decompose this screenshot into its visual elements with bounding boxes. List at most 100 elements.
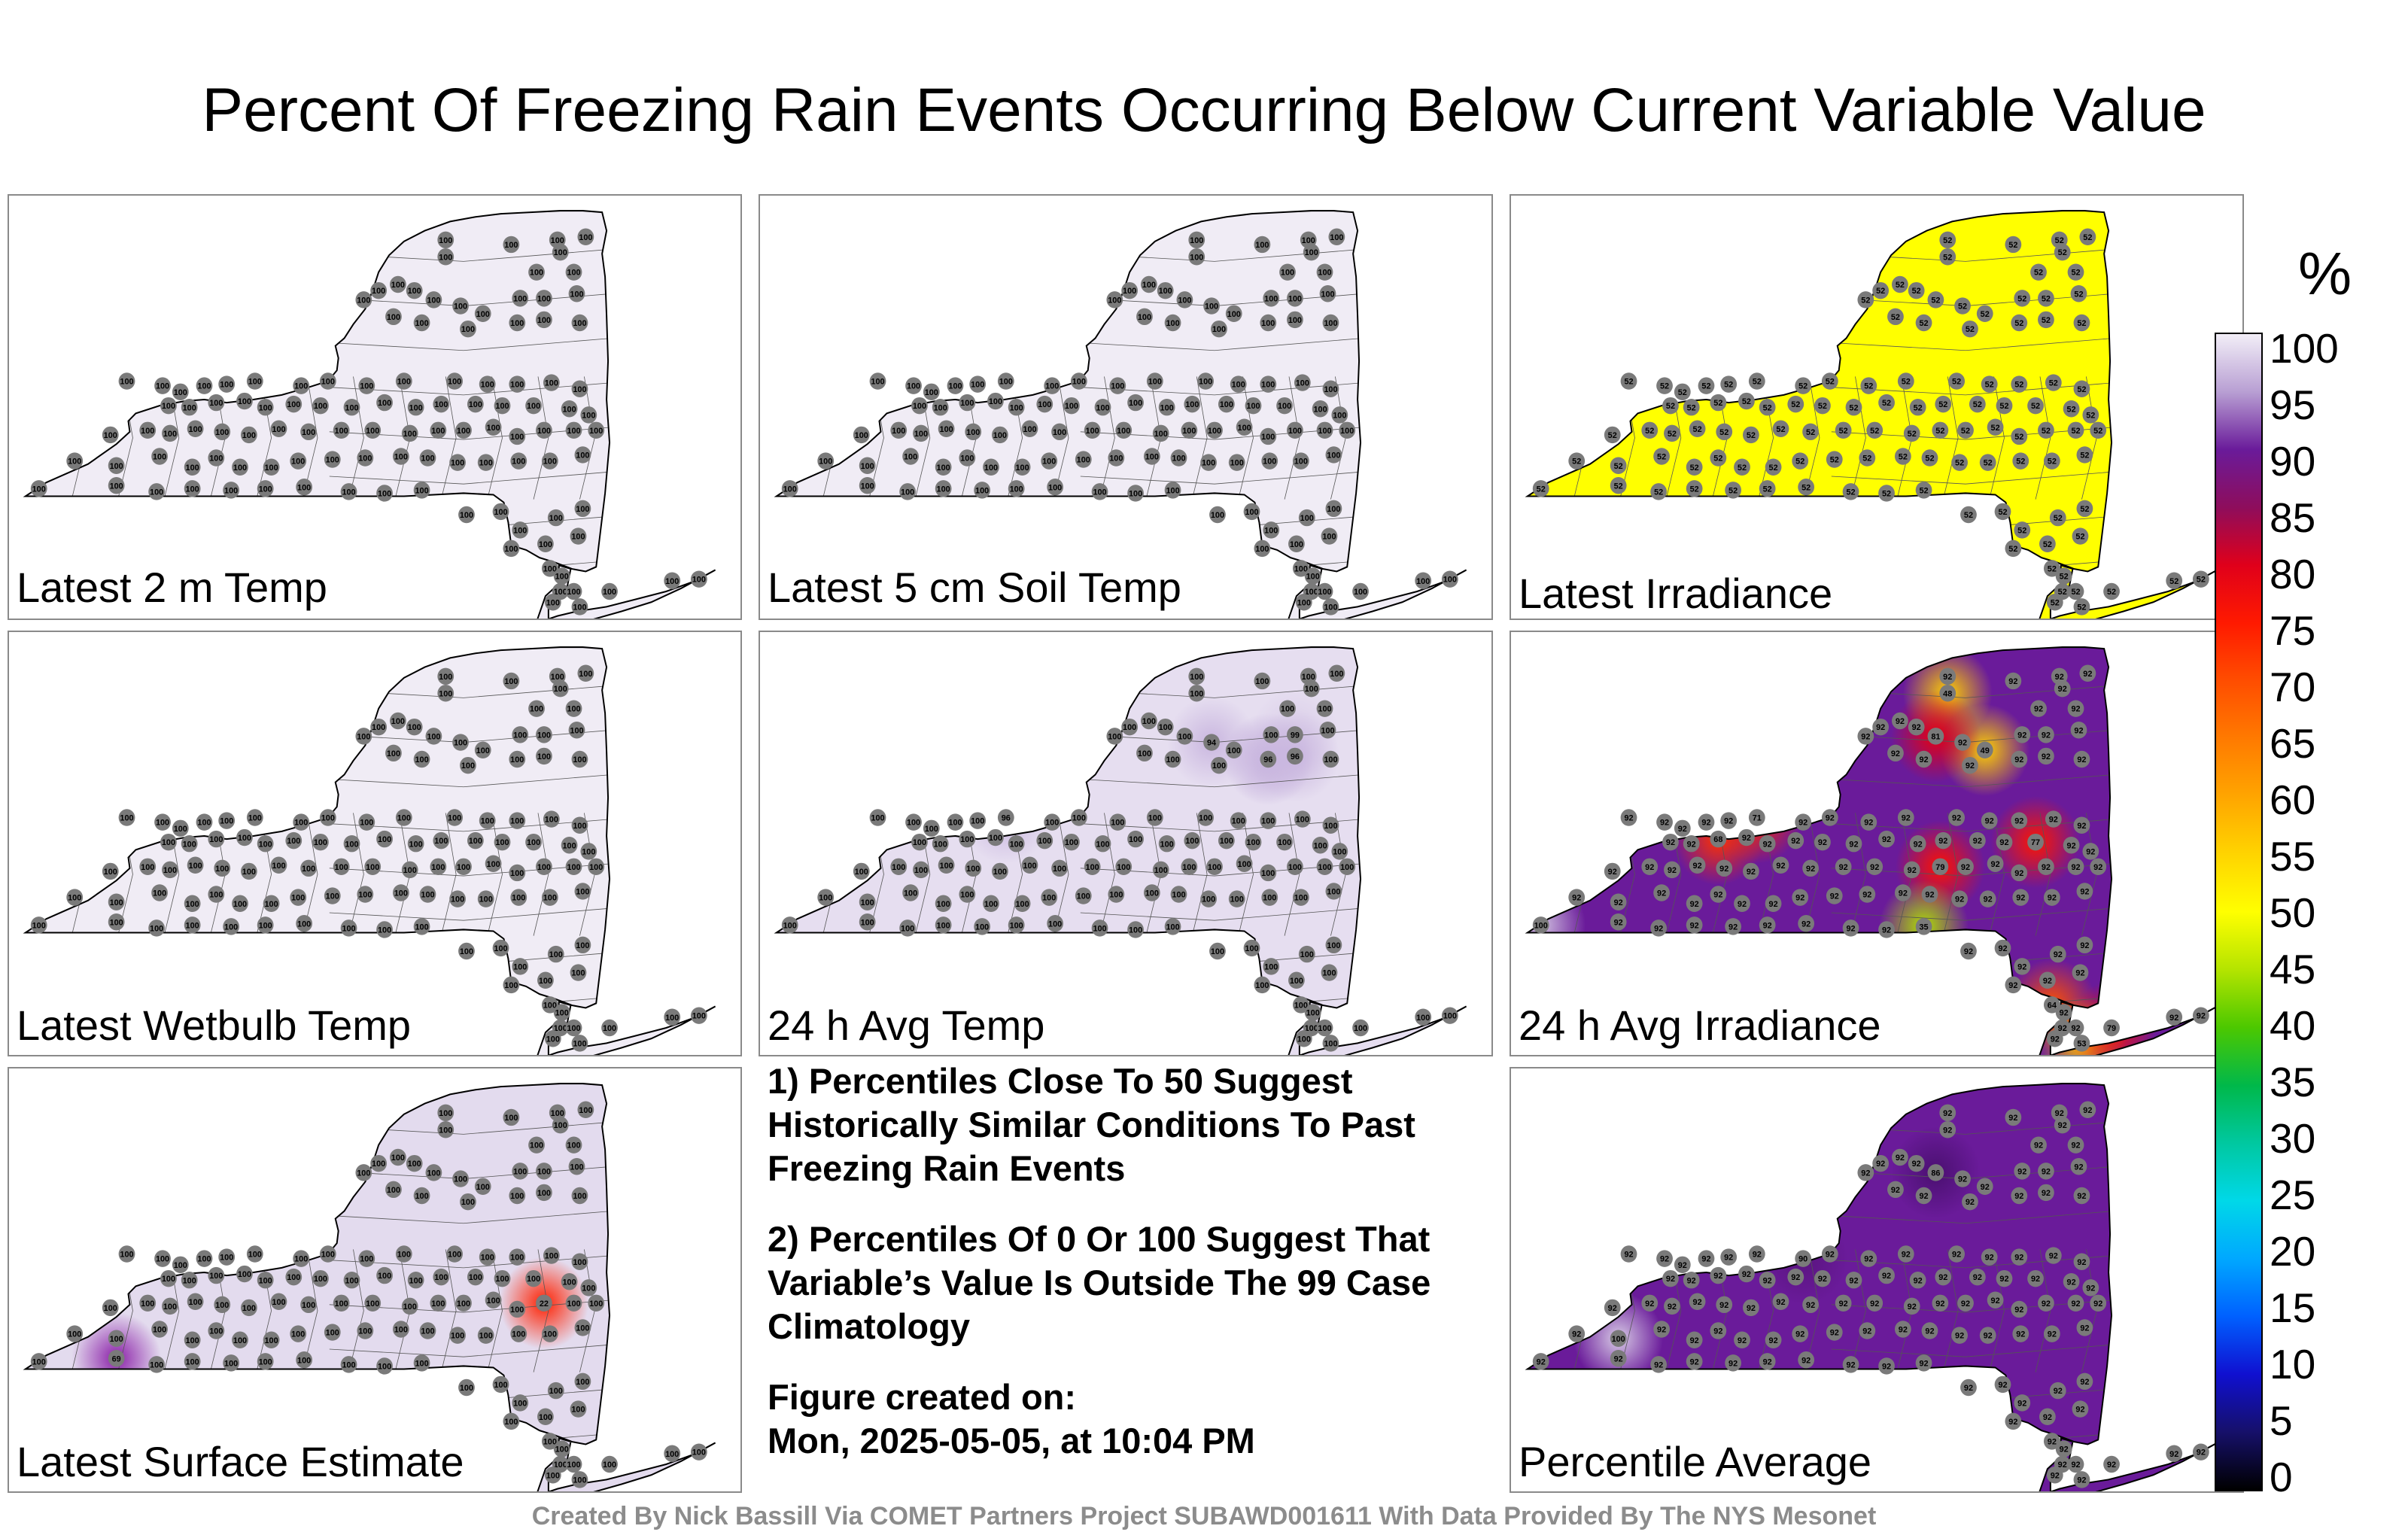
station-dot <box>257 834 274 853</box>
station-value: 100 <box>1281 705 1294 714</box>
station-marker: 92 <box>1903 861 1920 879</box>
station-marker: 92 <box>2014 958 2031 975</box>
station-dot <box>1339 421 1356 439</box>
station-dot <box>2005 672 2022 690</box>
station-marker: 100 <box>580 406 597 424</box>
station-marker: 100 <box>184 916 201 934</box>
station-dot <box>1108 886 1125 903</box>
station-value: 52 <box>2048 457 2057 467</box>
station-marker: 100 <box>376 394 393 412</box>
station-marker: 92 <box>2073 1253 2090 1270</box>
station-dot <box>419 886 436 903</box>
station-dot <box>425 728 442 745</box>
station-marker: 52 <box>2014 521 2031 539</box>
station-dot <box>395 372 412 390</box>
station-marker: 92 <box>1821 1245 1838 1263</box>
station-dot <box>1878 1266 1895 1284</box>
station-marker: 52 <box>1960 506 1977 524</box>
station-value: 52 <box>1991 424 2000 433</box>
station-marker: 92 <box>2063 1273 2080 1290</box>
station-value: 52 <box>2197 576 2206 585</box>
station-value: 92 <box>1862 1327 1871 1336</box>
station-marker: 100 <box>902 884 919 901</box>
station-dot <box>1996 397 2013 415</box>
station-dot <box>1802 423 1819 441</box>
station-value: 100 <box>427 732 440 741</box>
station-dot <box>485 855 502 872</box>
station-marker: 79 <box>2103 1019 2120 1037</box>
station-marker: 100 <box>343 398 360 416</box>
station-dot <box>102 426 119 444</box>
station-value: 100 <box>567 269 580 278</box>
station-value: 100 <box>220 381 233 390</box>
station-dot <box>1441 570 1458 588</box>
station-marker: 100 <box>580 843 597 860</box>
station-marker: 100 <box>1127 394 1144 412</box>
station-dot <box>552 1116 569 1134</box>
station-value: 100 <box>209 835 223 844</box>
station-dot <box>1218 395 1235 413</box>
station-dot <box>1927 291 1944 309</box>
station-dot <box>1857 1164 1874 1181</box>
station-marker: 100 <box>1328 228 1345 245</box>
station-dot <box>574 1372 591 1391</box>
station-dot <box>1981 812 1998 829</box>
station-value: 100 <box>162 1275 175 1284</box>
station-dot <box>1157 281 1174 299</box>
station-dot <box>2027 1269 2044 1287</box>
station-marker: 52 <box>2090 421 2107 439</box>
station-dot <box>1604 862 1621 880</box>
station-marker: 52 <box>1795 377 1812 394</box>
station-value: 100 <box>567 588 580 597</box>
station-value: 100 <box>1300 514 1314 523</box>
station-dot <box>959 830 976 848</box>
station-marker: 92 <box>1987 1291 2004 1309</box>
station-dot <box>1821 372 1838 390</box>
station-dot <box>571 1187 588 1205</box>
station-value: 100 <box>408 723 421 732</box>
station-value: 52 <box>1830 456 1839 465</box>
station-value: 100 <box>551 236 564 245</box>
station-dot <box>2046 1030 2063 1047</box>
station-marker: 100 <box>401 1297 418 1315</box>
station-marker: 92 <box>1686 916 1703 934</box>
station-dot <box>406 718 423 736</box>
station-dot <box>1927 1164 1944 1181</box>
station-dot <box>2054 243 2071 261</box>
station-marker: 100 <box>991 862 1008 880</box>
station-marker: 100 <box>430 1294 447 1312</box>
station-dot <box>1036 395 1054 413</box>
station-dot <box>492 939 509 957</box>
station-marker: 100 <box>492 503 509 521</box>
station-marker: 100 <box>467 1268 484 1286</box>
station-value: 100 <box>1290 977 1303 986</box>
station-marker: 100 <box>932 834 949 853</box>
station-marker: 100 <box>319 372 336 390</box>
station-marker: 100 <box>690 1443 707 1461</box>
station-dot <box>525 397 542 415</box>
station-value: 100 <box>1199 377 1212 386</box>
station-dot <box>690 570 707 588</box>
station-marker: 100 <box>358 1250 375 1267</box>
station-dot <box>437 248 455 266</box>
station-value: 92 <box>2049 1252 2058 1261</box>
station-marker: 100 <box>1322 816 1339 834</box>
station-marker: 100 <box>494 1269 511 1287</box>
station-value: 100 <box>960 890 974 899</box>
station-value: 49 <box>1981 746 1990 755</box>
station-dot <box>1620 1245 1637 1263</box>
station-dot <box>571 816 588 834</box>
station-marker: 92 <box>1962 1193 1978 1211</box>
station-marker: 92 <box>1842 919 1859 937</box>
station-value: 100 <box>1318 427 1331 436</box>
station-value: 100 <box>1208 863 1221 872</box>
station-dot <box>932 834 949 853</box>
station-dot <box>2079 228 2096 245</box>
station-marker: 100 <box>1051 859 1068 877</box>
station-value: 52 <box>2042 294 2051 303</box>
station-value: 100 <box>570 290 583 299</box>
station-value: 92 <box>1973 1273 1982 1282</box>
colorbar-tick-label: 55 <box>2270 833 2316 880</box>
station-dot <box>1795 377 1812 394</box>
station-value: 100 <box>1263 457 1276 467</box>
